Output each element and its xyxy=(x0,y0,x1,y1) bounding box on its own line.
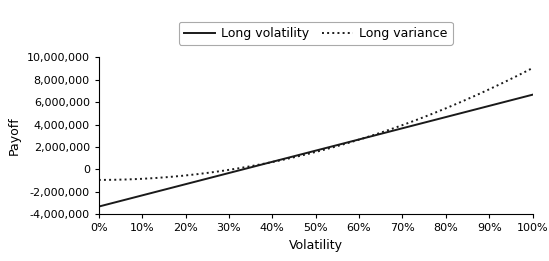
Long variance xyxy=(96,178,102,181)
Long variance xyxy=(301,153,308,156)
Long volatility xyxy=(354,138,360,141)
Long volatility xyxy=(529,93,536,96)
Long variance xyxy=(354,139,360,142)
Long volatility xyxy=(519,96,525,99)
Long volatility xyxy=(301,152,308,155)
X-axis label: Volatility: Volatility xyxy=(289,239,343,252)
Y-axis label: Payoff: Payoff xyxy=(8,116,21,155)
Long variance xyxy=(304,152,311,156)
Long variance xyxy=(330,146,337,149)
Long variance xyxy=(529,67,536,70)
Long volatility xyxy=(451,113,458,116)
Legend: Long volatility, Long variance: Long volatility, Long variance xyxy=(178,22,453,45)
Long variance xyxy=(519,72,525,75)
Long volatility xyxy=(96,205,102,208)
Long volatility xyxy=(330,145,337,148)
Line: Long volatility: Long volatility xyxy=(99,95,533,206)
Long volatility xyxy=(304,151,311,154)
Long variance xyxy=(451,103,458,106)
Line: Long variance: Long variance xyxy=(99,68,533,180)
